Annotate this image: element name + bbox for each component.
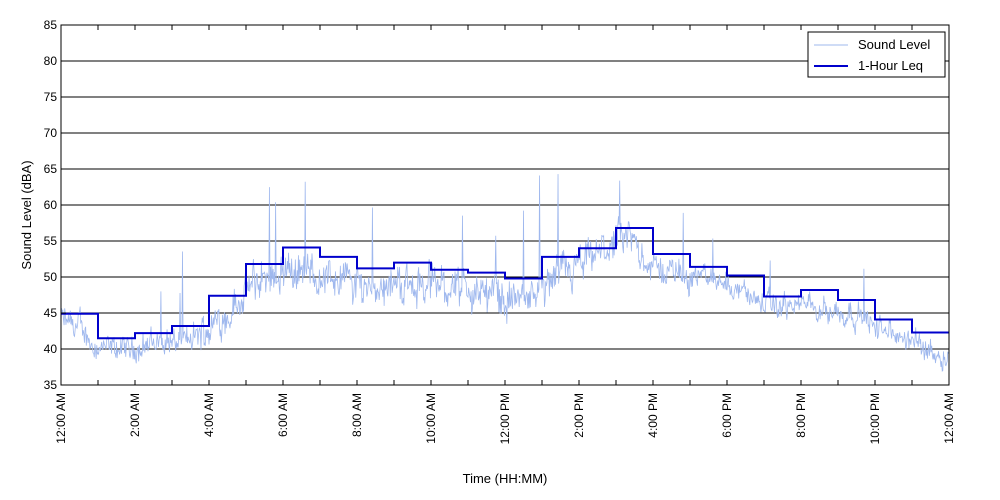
- legend: Sound Level 1-Hour Leq: [807, 31, 946, 78]
- x-tick-label: 12:00 AM: [942, 393, 956, 444]
- x-tick-label: 2:00 PM: [572, 393, 586, 438]
- x-tick-label: 12:00 AM: [54, 393, 68, 444]
- x-tick-label: 8:00 PM: [794, 393, 808, 438]
- x-axis-label: Time (HH:MM): [463, 471, 548, 486]
- x-tick-label: 2:00 AM: [128, 393, 142, 437]
- x-tick-label: 10:00 PM: [868, 393, 882, 444]
- y-tick-label: 75: [44, 90, 58, 104]
- y-tick-label: 40: [44, 342, 58, 356]
- x-axis: 12:00 AM 2:00 AM 4:00 AM 6:00 AM 8:00 AM 10:0…: [54, 25, 956, 444]
- legend-label-1-hour-leq: 1-Hour Leq: [858, 58, 923, 73]
- y-axis-label: Sound Level (dBA): [19, 160, 34, 269]
- y-tick-label: 80: [44, 54, 58, 68]
- legend-box: [807, 31, 946, 78]
- y-tick-label: 45: [44, 306, 58, 320]
- x-tick-label: 12:00 PM: [498, 393, 512, 444]
- y-tick-label: 35: [44, 378, 58, 392]
- y-tick-label: 60: [44, 198, 58, 212]
- y-axis: 35 40 45 50 55 60 65 70 75 80 85: [44, 18, 66, 392]
- x-tick-label: 4:00 AM: [202, 393, 216, 437]
- y-tick-label: 65: [44, 162, 58, 176]
- y-tick-label: 85: [44, 18, 58, 32]
- x-tick-label: 8:00 AM: [350, 393, 364, 437]
- y-tick-label: 70: [44, 126, 58, 140]
- y-tick-label: 50: [44, 270, 58, 284]
- x-tick-label: 4:00 PM: [646, 393, 660, 438]
- legend-label-sound-level: Sound Level: [858, 37, 930, 52]
- series-1-hour-leq: [61, 227, 949, 340]
- series-sound-level: [60, 174, 950, 372]
- series-layer: [60, 174, 950, 372]
- x-tick-label: 6:00 AM: [276, 393, 290, 437]
- y-tick-label: 55: [44, 234, 58, 248]
- x-tick-label: 6:00 PM: [720, 393, 734, 438]
- x-tick-label: 10:00 AM: [424, 393, 438, 444]
